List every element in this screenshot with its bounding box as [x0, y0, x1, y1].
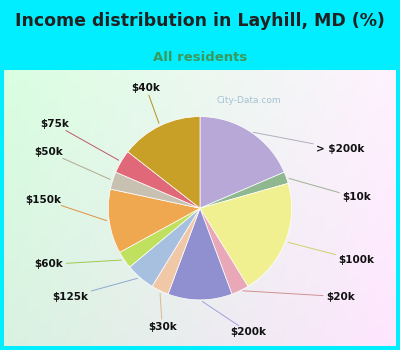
Wedge shape: [108, 189, 200, 252]
Wedge shape: [130, 208, 200, 286]
Text: $150k: $150k: [26, 195, 107, 221]
Text: $200k: $200k: [202, 301, 266, 337]
Text: $40k: $40k: [132, 83, 160, 123]
Text: $60k: $60k: [35, 259, 122, 269]
Wedge shape: [200, 183, 292, 286]
Text: $50k: $50k: [35, 147, 110, 179]
Wedge shape: [152, 208, 200, 294]
Text: > $200k: > $200k: [253, 132, 364, 154]
Wedge shape: [110, 172, 200, 208]
Text: Income distribution in Layhill, MD (%): Income distribution in Layhill, MD (%): [15, 12, 385, 30]
Wedge shape: [128, 117, 200, 208]
Wedge shape: [120, 208, 200, 267]
Wedge shape: [200, 208, 248, 294]
Text: $20k: $20k: [243, 291, 354, 302]
Text: All residents: All residents: [153, 51, 247, 64]
Text: $30k: $30k: [148, 293, 177, 332]
Text: $75k: $75k: [40, 119, 119, 160]
Text: City-Data.com: City-Data.com: [216, 96, 281, 105]
Text: $10k: $10k: [289, 178, 371, 202]
Wedge shape: [168, 208, 232, 300]
Wedge shape: [200, 117, 284, 208]
Text: $125k: $125k: [53, 278, 138, 302]
Wedge shape: [200, 172, 288, 208]
Text: $100k: $100k: [288, 242, 374, 265]
Wedge shape: [116, 152, 200, 208]
